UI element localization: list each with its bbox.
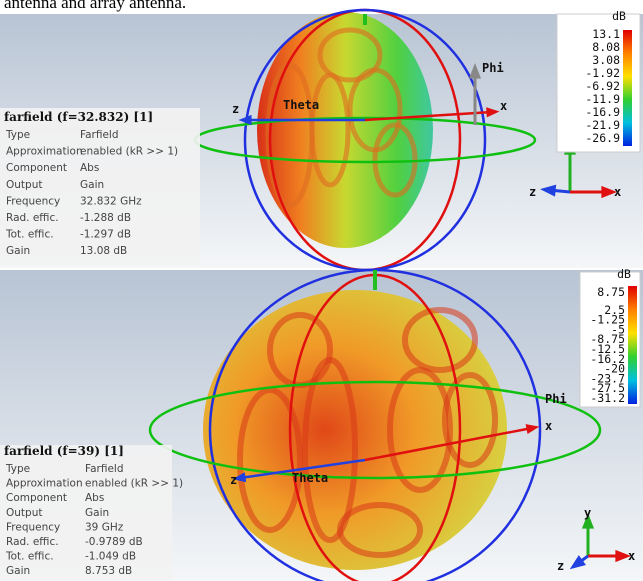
- axis-label: Theta: [292, 471, 328, 485]
- colorbar: [628, 286, 637, 404]
- info-value: 8.753 dB: [85, 565, 132, 577]
- info-key: Component: [6, 492, 67, 504]
- info-key: Frequency: [6, 521, 60, 533]
- info-key: Rad. effic.: [6, 536, 59, 548]
- colorbar-label: -31.2: [590, 391, 625, 405]
- colorbar-label: -16.9: [585, 105, 620, 119]
- info-key: Output: [6, 507, 42, 519]
- axis-label: Theta: [283, 98, 319, 112]
- mini-axis-label: x: [628, 549, 635, 563]
- info-key: Tot. effic.: [5, 229, 54, 241]
- info-title: farfield (f=32.832) [1]: [4, 110, 153, 124]
- info-key: Rad. effic.: [6, 212, 59, 224]
- info-value: enabled (kR >> 1): [85, 478, 183, 490]
- mini-axis-label: z: [529, 185, 536, 199]
- info-value: -1.297 dB: [80, 229, 131, 241]
- info-value: 39 GHz: [85, 521, 124, 533]
- axis-label: Phi: [545, 392, 567, 406]
- info-value: Gain: [80, 179, 104, 191]
- axis-label: z: [230, 473, 237, 487]
- info-key: Component: [6, 162, 67, 174]
- colorbar-unit: dB: [617, 267, 631, 281]
- caption: antenna and array antenna.: [4, 0, 186, 12]
- info-value: 32.832 GHz: [80, 195, 142, 207]
- info-value: Farfield: [80, 129, 118, 141]
- info-value: -1.288 dB: [80, 212, 131, 224]
- colorbar-label: 8.75: [597, 285, 625, 299]
- axis-label: Phi: [482, 61, 504, 75]
- info-value: Farfield: [85, 463, 123, 475]
- colorbar: [623, 30, 632, 146]
- info-key: Gain: [6, 245, 30, 257]
- mini-axis-label: z: [557, 559, 564, 573]
- info-value: -0.9789 dB: [85, 536, 143, 548]
- axis-label: z: [232, 102, 239, 116]
- colorbar-label: -1.92: [585, 66, 620, 80]
- info-value: Gain: [85, 507, 109, 519]
- axis-label: x: [500, 99, 507, 113]
- info-value: enabled (kR >> 1): [80, 146, 178, 158]
- axis-label: x: [545, 419, 552, 433]
- colorbar-label: 8.08: [592, 40, 620, 54]
- info-key: Output: [6, 179, 42, 191]
- info-key: Type: [5, 463, 30, 475]
- mini-axis-label: y: [584, 506, 591, 520]
- info-key: Gain: [6, 565, 30, 577]
- colorbar-unit: dB: [612, 9, 626, 23]
- info-key: Approximation: [6, 146, 83, 158]
- info-value: -1.049 dB: [85, 551, 136, 563]
- colorbar-label: 3.08: [592, 53, 620, 67]
- info-title: farfield (f=39) [1]: [4, 444, 124, 458]
- info-key: Tot. effic.: [5, 551, 54, 563]
- colorbar-label: -11.9: [585, 92, 620, 106]
- colorbar-label: -6.92: [585, 79, 620, 93]
- info-value: Abs: [80, 162, 99, 174]
- info-key: Frequency: [6, 195, 60, 207]
- info-value: 13.08 dB: [80, 245, 127, 257]
- colorbar-label: 13.1: [592, 27, 620, 41]
- info-value: Abs: [85, 492, 104, 504]
- info-key: Type: [5, 129, 30, 141]
- figure: antenna and array antenna. Theta Phi x z y x z…: [0, 0, 643, 581]
- info-key: Approximation: [6, 478, 83, 490]
- colorbar-label: -26.9: [585, 131, 620, 145]
- mini-axis-label: x: [614, 185, 621, 199]
- colorbar-label: -21.9: [585, 118, 620, 132]
